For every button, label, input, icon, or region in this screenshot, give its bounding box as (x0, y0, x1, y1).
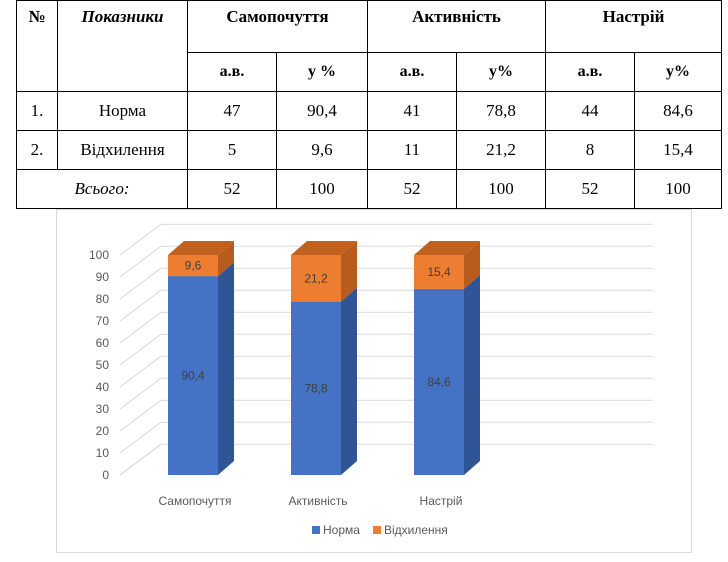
bar-side (341, 287, 357, 475)
x-tick-label: Самопочуття (158, 494, 231, 508)
header-group-mood: Настрій (545, 0, 722, 53)
table-cell: 15,4 (634, 130, 722, 170)
y-tick-label: 60 (96, 336, 110, 350)
subheader-cell: а.в. (367, 52, 457, 92)
table-cell: 8 (545, 130, 635, 170)
table-cell: 44 (545, 91, 635, 131)
subheader-cell: а.в. (187, 52, 277, 92)
table-cell: 78,8 (456, 91, 546, 131)
y-tick-label: 20 (96, 424, 110, 438)
table-cell: 9,6 (276, 130, 368, 170)
bar-side (464, 274, 480, 475)
table-cell: 100 (456, 169, 546, 209)
table-row: 1. Норма 47 90,4 41 78,8 44 84,6 (16, 91, 722, 131)
table-cell: 11 (367, 130, 457, 170)
table-cell: 21,2 (456, 130, 546, 170)
chart-frame: 0 10 20 30 40 50 60 70 80 90 100 90,4 9,6 Самопочуття… (56, 209, 692, 553)
side-wall-gridline (119, 267, 162, 300)
y-tick-label: 80 (96, 292, 110, 306)
data-label: 90,4 (181, 369, 205, 383)
bar-side (218, 262, 234, 475)
row-number: 1. (16, 91, 58, 131)
side-wall-gridline (119, 333, 162, 366)
side-wall-gridline (119, 399, 162, 432)
row-number: 2. (16, 130, 58, 170)
y-tick-label: 70 (96, 314, 110, 328)
y-tick-label: 0 (102, 468, 109, 482)
side-wall-gridline (119, 311, 162, 344)
bar-side (218, 241, 234, 277)
table-cell: 90,4 (276, 91, 368, 131)
subheader-cell: а.в. (545, 52, 635, 92)
y-tick-label: 100 (89, 248, 109, 262)
data-label: 78,8 (304, 381, 328, 395)
bar-segment (168, 276, 218, 475)
side-wall-gridline (119, 245, 162, 278)
bar-segment (291, 255, 341, 302)
legend-label: Норма (323, 523, 360, 537)
bar-segment (168, 255, 218, 277)
data-label: 21,2 (304, 271, 328, 285)
table-cell: 100 (276, 169, 368, 209)
side-wall-gridline (119, 289, 162, 322)
header-group-wellbeing: Самопочуття (187, 0, 368, 53)
row-label: Норма (57, 91, 188, 131)
results-table: № Показники Самопочуття Активність Настр… (16, 0, 722, 209)
y-tick-label: 40 (96, 380, 110, 394)
table-cell: 100 (634, 169, 722, 209)
side-wall-gridline (119, 223, 162, 256)
bar-top (168, 241, 234, 255)
legend-swatch (373, 526, 381, 534)
bar-side (464, 241, 480, 289)
total-label: Всього: (16, 169, 188, 209)
y-tick-label: 90 (96, 270, 110, 284)
bar-segment (414, 288, 464, 475)
table-cell: 52 (187, 169, 277, 209)
side-wall-gridline (119, 421, 162, 454)
bar-side (341, 241, 357, 302)
legend-swatch (312, 526, 320, 534)
data-label: 84,6 (427, 375, 451, 389)
side-wall-gridline (119, 443, 162, 476)
header-indicators: Показники (57, 0, 188, 92)
bar-top (291, 241, 357, 255)
data-label: 9,6 (185, 259, 202, 273)
table-cell: 5 (187, 130, 277, 170)
row-label: Відхилення (57, 130, 188, 170)
data-label: 15,4 (427, 265, 451, 279)
side-wall-gridline (119, 377, 162, 410)
x-tick-label: Настрій (420, 494, 463, 508)
table-cell: 84,6 (634, 91, 722, 131)
table-cell: 52 (367, 169, 457, 209)
bar-segment (291, 301, 341, 475)
bar-segment (414, 255, 464, 289)
header-group-activity: Активність (367, 0, 546, 53)
x-tick-label: Активність (288, 494, 347, 508)
subheader-cell: у% (634, 52, 722, 92)
table-cell: 47 (187, 91, 277, 131)
table-row-total: Всього: 52 100 52 100 52 100 (16, 169, 722, 209)
y-tick-label: 10 (96, 446, 110, 460)
subheader-cell: у % (276, 52, 368, 92)
y-tick-label: 30 (96, 402, 110, 416)
subheader-cell: у% (456, 52, 546, 92)
bar-top (414, 241, 480, 255)
header-number: № (16, 0, 58, 92)
side-wall-gridline (119, 355, 162, 388)
table-cell: 41 (367, 91, 457, 131)
table-row: 2. Відхилення 5 9,6 11 21,2 8 15,4 (16, 130, 722, 170)
stacked-bar-chart: 0 10 20 30 40 50 60 70 80 90 100 90,4 9,6 Самопочуття… (89, 223, 653, 537)
table-cell: 52 (545, 169, 635, 209)
legend-label: Відхилення (384, 523, 448, 537)
y-tick-label: 50 (96, 358, 110, 372)
